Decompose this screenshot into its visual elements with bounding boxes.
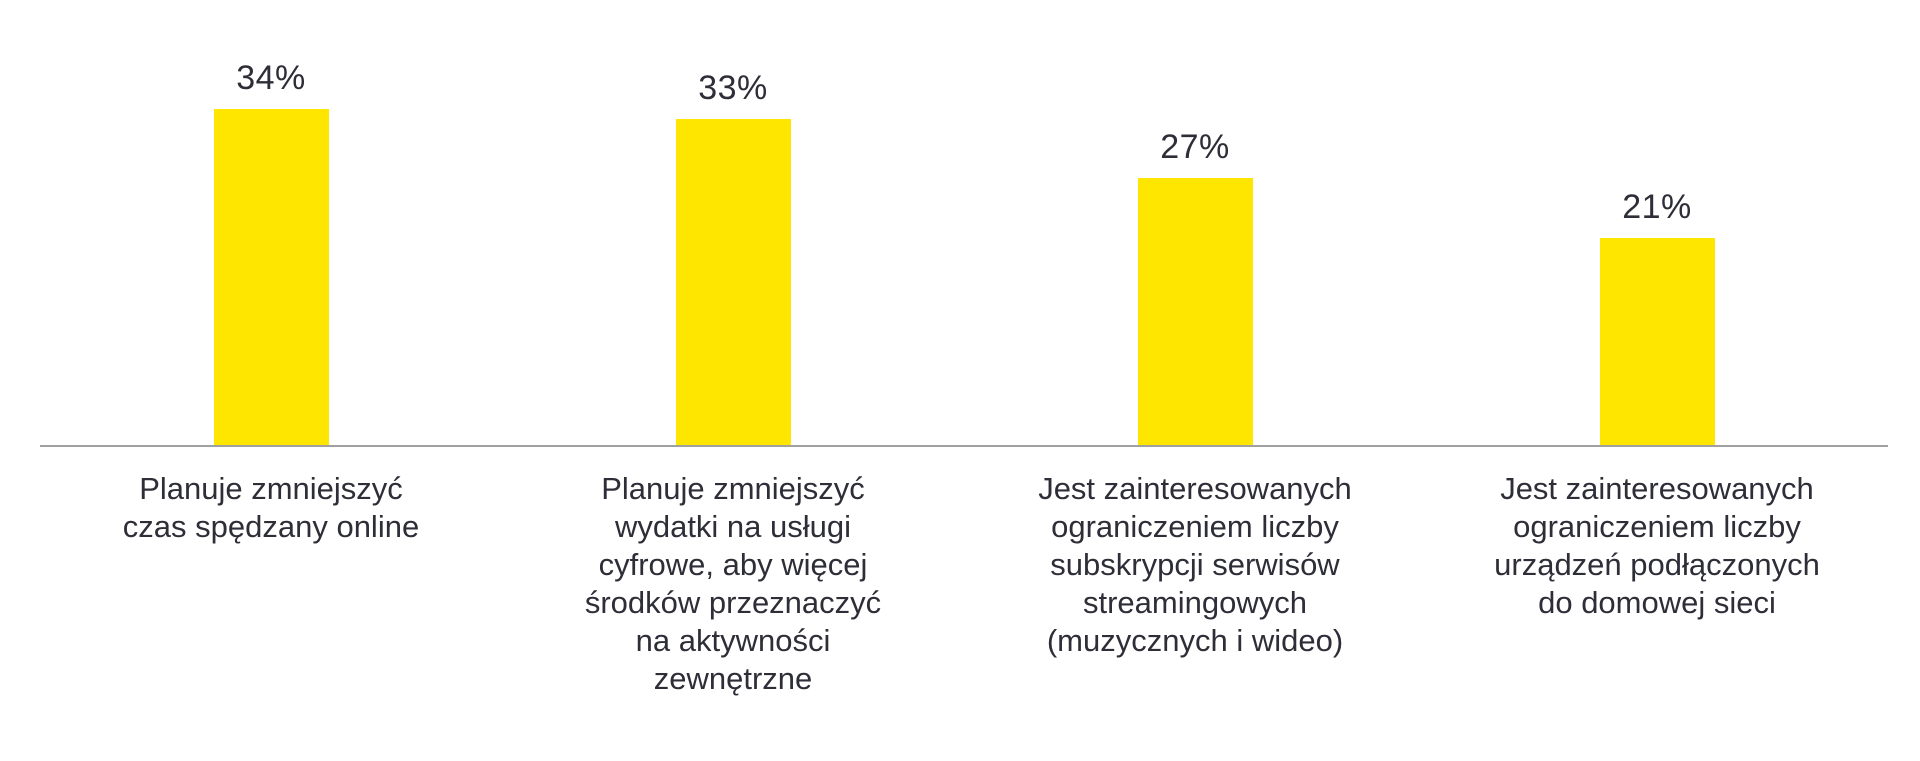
- x-axis-line: [40, 445, 1888, 447]
- value-label: 34%: [236, 58, 306, 97]
- category-label-3: Jest zainteresowanych ograniczeniem licz…: [1038, 471, 1352, 658]
- bar: [675, 118, 791, 446]
- category-label-4: Jest zainteresowanych ograniczeniem licz…: [1494, 471, 1820, 620]
- bar: [1137, 178, 1253, 446]
- bar-column-4: 21%: [1426, 0, 1888, 446]
- category-labels-row: Planuje zmniejszyć czas spędzany online …: [40, 470, 1888, 698]
- value-label: 33%: [698, 68, 768, 107]
- category-label-1: Planuje zmniejszyć czas spędzany online: [122, 471, 420, 544]
- value-label: 21%: [1622, 187, 1692, 226]
- bar: [213, 109, 329, 446]
- bar-column-1: 34%: [40, 0, 502, 446]
- category-label-2: Planuje zmniejszyć wydatki na usługi cyf…: [584, 471, 882, 696]
- plot-area: 34% 33% 27% 21%: [40, 0, 1888, 446]
- value-label: 27%: [1160, 128, 1230, 167]
- bar-column-2: 33%: [502, 0, 964, 446]
- bar-column-3: 27%: [964, 0, 1426, 446]
- bar: [1599, 237, 1715, 446]
